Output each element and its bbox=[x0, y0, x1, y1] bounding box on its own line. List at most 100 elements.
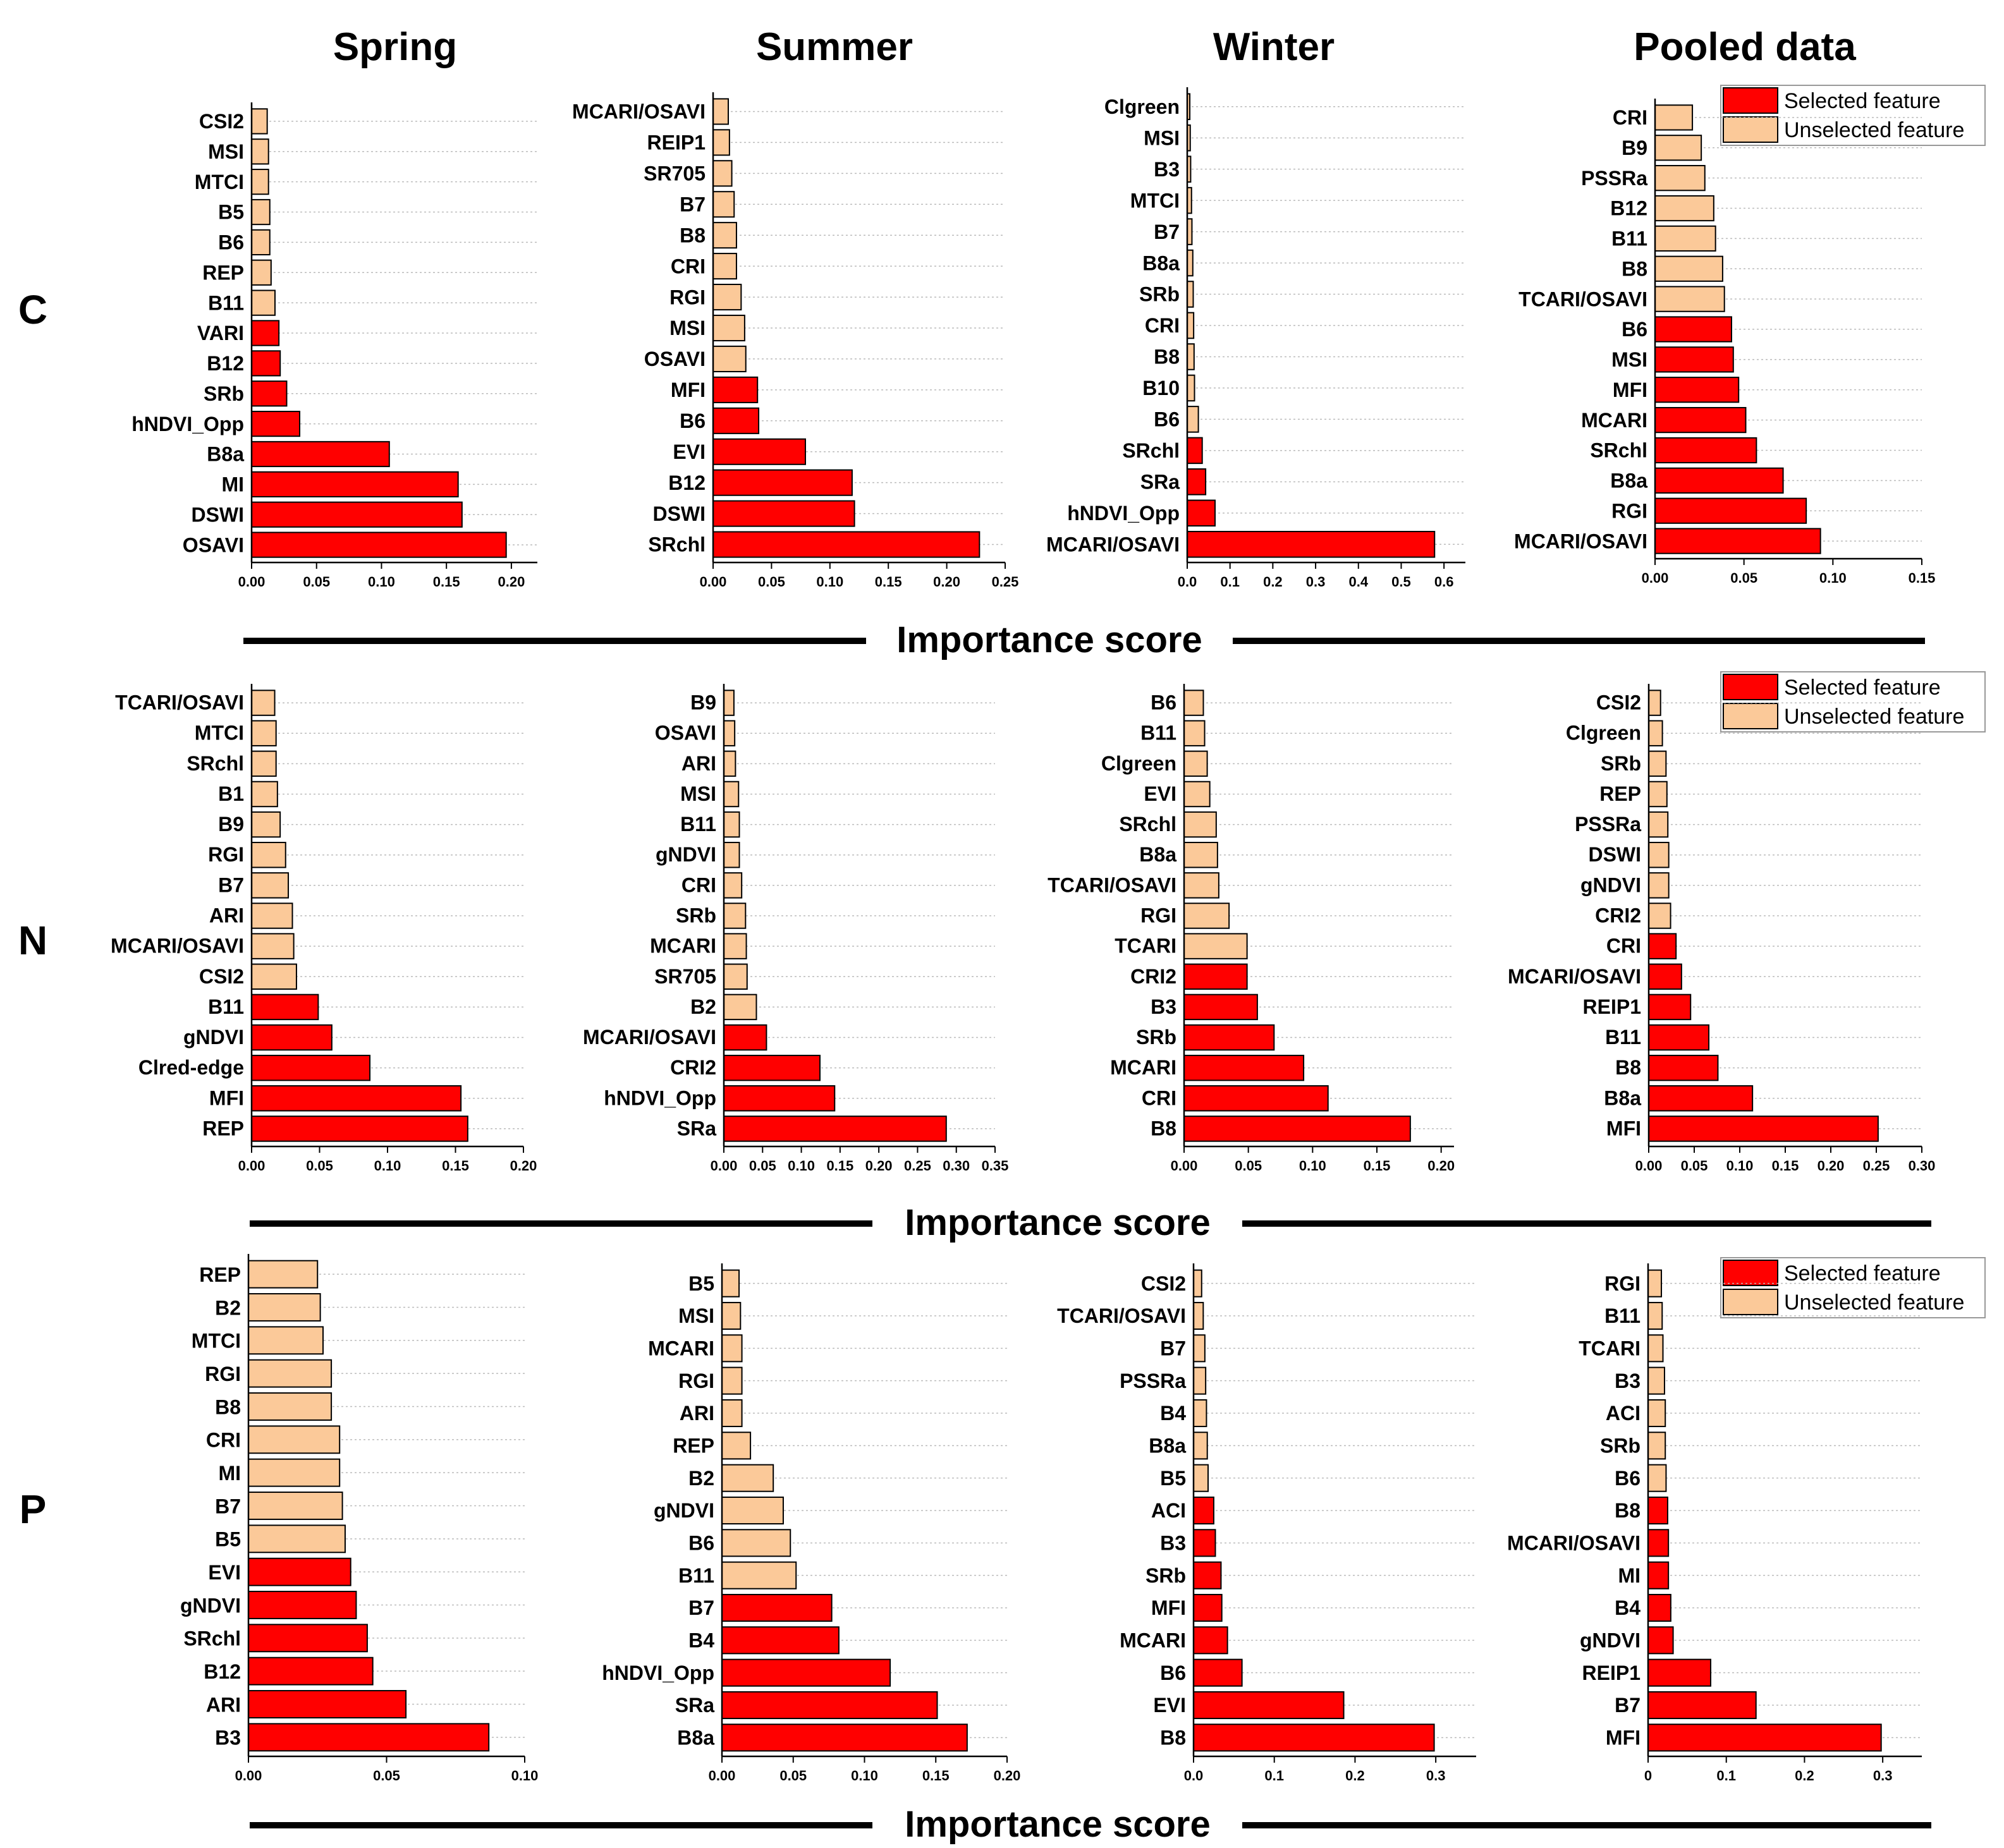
column-title-pooled: Pooled data bbox=[1634, 25, 1856, 69]
category-label: PSSRa bbox=[1581, 167, 1647, 190]
category-label: CSI2 bbox=[199, 965, 244, 988]
category-label: B3 bbox=[1154, 158, 1180, 181]
x-tick-label: 0.15 bbox=[1364, 1158, 1391, 1174]
bar-cri2 bbox=[1648, 903, 1671, 929]
x-tick-label: 0.05 bbox=[749, 1158, 776, 1174]
bar-ari bbox=[248, 1690, 407, 1718]
bar-mi bbox=[1647, 1561, 1670, 1590]
x-tick-label: 0.10 bbox=[511, 1768, 539, 1784]
category-label: RGI bbox=[1604, 1272, 1640, 1295]
category-label: REIP1 bbox=[647, 131, 706, 154]
category-label: RGI bbox=[678, 1370, 714, 1392]
bar-mcari bbox=[721, 1334, 743, 1363]
bar-rgi bbox=[712, 284, 742, 311]
score-label-row-n: Importance score bbox=[905, 1202, 1211, 1243]
bar-sra bbox=[721, 1691, 938, 1720]
x-tick-label: 0.05 bbox=[1730, 570, 1757, 586]
bar-b1 bbox=[251, 781, 278, 808]
column-title-spring: Spring bbox=[333, 25, 457, 69]
bar-b4 bbox=[1193, 1399, 1207, 1428]
category-label: CRI bbox=[206, 1429, 241, 1452]
bar-b11 bbox=[721, 1561, 797, 1590]
x-tick-label: 0.25 bbox=[992, 574, 1019, 590]
category-label: CRI2 bbox=[670, 1056, 716, 1079]
bar-b8 bbox=[712, 222, 737, 249]
category-label: B8 bbox=[215, 1395, 241, 1418]
x-tick-label: 0.05 bbox=[303, 574, 330, 590]
bar-hndvi-opp bbox=[721, 1658, 891, 1687]
bar-b3 bbox=[1647, 1366, 1665, 1395]
bar-b7 bbox=[248, 1492, 343, 1520]
category-label: REP bbox=[673, 1435, 714, 1457]
category-label: B12 bbox=[1610, 197, 1647, 220]
category-label: REP bbox=[199, 1263, 241, 1286]
bar-mcari-osavi bbox=[723, 1024, 767, 1051]
category-label: REIP1 bbox=[1583, 995, 1641, 1018]
category-label: B8a bbox=[1149, 1435, 1186, 1457]
bar-b10 bbox=[1187, 374, 1195, 402]
x-tick-label: 0.10 bbox=[851, 1768, 878, 1784]
category-label: B11 bbox=[1611, 228, 1647, 250]
category-label: B8a bbox=[1142, 252, 1180, 274]
category-label: CRI bbox=[1145, 314, 1180, 337]
category-label: MTCI bbox=[195, 171, 244, 193]
category-label: B3 bbox=[215, 1727, 241, 1749]
bar-clgreen bbox=[1183, 750, 1208, 777]
chart-panel-c-spring: CSI2 MSI MTCI B5 B6 REP B11 VARI B12 SRb hNDVI_Opp… bbox=[131, 102, 537, 590]
bar-b2 bbox=[723, 994, 757, 1021]
bar-csi2 bbox=[1193, 1269, 1202, 1298]
category-label: B8a bbox=[1604, 1086, 1641, 1109]
x-tick-label: 0.4 bbox=[1348, 574, 1368, 590]
category-label: SRb bbox=[204, 382, 244, 405]
legend-swatch-unselected bbox=[1723, 703, 1778, 729]
bar-b6 bbox=[1654, 316, 1732, 343]
category-label: ARI bbox=[206, 1693, 241, 1716]
bar-clgreen bbox=[1648, 720, 1663, 746]
legend-row-p: Selected feature Unselected feature bbox=[1720, 1257, 1986, 1318]
category-label: B8 bbox=[1154, 346, 1180, 368]
category-label: B12 bbox=[668, 471, 706, 494]
x-tick-label: 0 bbox=[1644, 1768, 1652, 1784]
bar-mi bbox=[248, 1458, 341, 1487]
category-label: gNDVI bbox=[656, 843, 716, 866]
bar-b4 bbox=[1647, 1593, 1671, 1622]
x-tick-label: 0.3 bbox=[1306, 574, 1326, 590]
bar-sra bbox=[723, 1115, 947, 1142]
bar-mcari bbox=[1654, 406, 1747, 434]
category-label: MSI bbox=[208, 140, 244, 163]
bar-tcari-osavi bbox=[1183, 872, 1219, 899]
category-label: B11 bbox=[1140, 722, 1176, 745]
category-label: B7 bbox=[218, 873, 244, 896]
bar-mfi bbox=[712, 376, 759, 403]
bar-b4 bbox=[721, 1626, 840, 1655]
bar-sra bbox=[1187, 468, 1207, 495]
category-label: B8a bbox=[1139, 843, 1176, 866]
category-label: B11 bbox=[208, 291, 244, 314]
category-label: Clred-edge bbox=[138, 1056, 244, 1079]
bar-cri2 bbox=[723, 1054, 821, 1081]
category-label: ARI bbox=[680, 1402, 714, 1425]
category-label: MTCI bbox=[195, 722, 244, 745]
category-label: B4 bbox=[1615, 1596, 1640, 1619]
score-axis-title-row-c: Importance score bbox=[243, 619, 1925, 660]
x-tick-label: 0.2 bbox=[1345, 1768, 1365, 1784]
category-label: ACI bbox=[1151, 1499, 1186, 1522]
category-label: B6 bbox=[218, 231, 244, 254]
category-label: RGI bbox=[1140, 904, 1176, 927]
bar-gndvi bbox=[723, 841, 740, 868]
column-title-summer: Summer bbox=[756, 25, 913, 69]
x-tick-label: 0.6 bbox=[1434, 574, 1454, 590]
legend-swatch-unselected bbox=[1723, 1289, 1778, 1315]
category-label: MCARI bbox=[650, 935, 716, 957]
category-label: SRb bbox=[1600, 1435, 1640, 1457]
x-tick-label: 0.10 bbox=[788, 1158, 815, 1174]
category-label: gNDVI bbox=[183, 1026, 244, 1049]
category-label: MI bbox=[218, 1462, 241, 1485]
category-label: B7 bbox=[215, 1495, 241, 1517]
bar-srchl bbox=[248, 1624, 368, 1653]
category-label: MSI bbox=[1611, 348, 1647, 371]
bar-dswi bbox=[251, 501, 463, 528]
legend-swatch-selected bbox=[1723, 1260, 1778, 1286]
category-label: MTCI bbox=[1130, 189, 1180, 212]
